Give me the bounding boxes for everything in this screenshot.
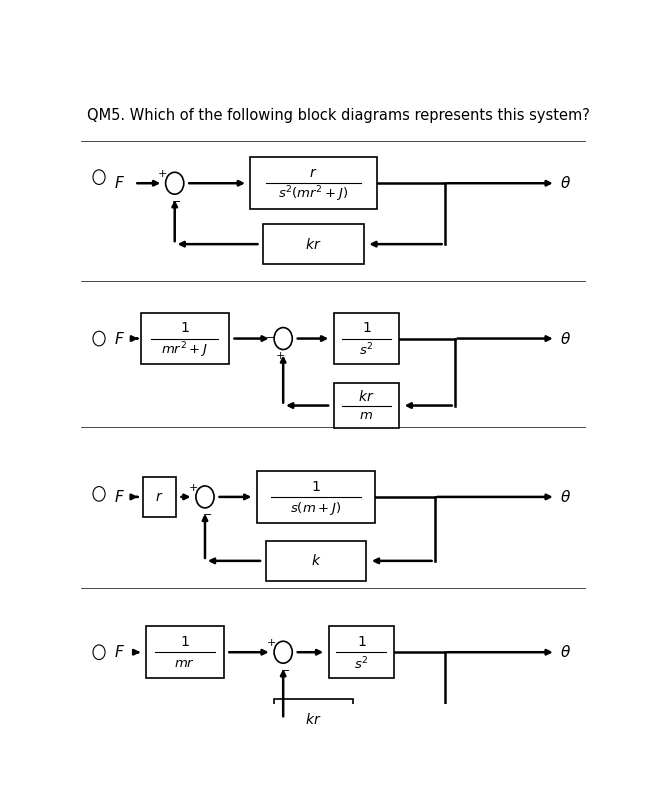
Circle shape [93,331,105,346]
Circle shape [274,642,292,663]
Text: $s^2$: $s^2$ [359,342,374,358]
Text: +: + [158,169,167,180]
Text: $1$: $1$ [361,321,371,335]
Text: $s(m+J)$: $s(m+J)$ [290,500,342,517]
Text: $k$: $k$ [311,554,321,569]
Text: $\theta$: $\theta$ [561,176,571,191]
Text: $F$: $F$ [114,644,125,660]
Text: $mr$: $mr$ [174,657,195,670]
Text: $-$: $-$ [280,664,290,674]
Circle shape [274,327,292,350]
Text: $1$: $1$ [180,321,189,335]
Text: $m$: $m$ [359,409,374,422]
FancyBboxPatch shape [329,626,395,678]
Circle shape [165,172,184,195]
FancyBboxPatch shape [143,477,176,517]
FancyBboxPatch shape [266,541,367,581]
Text: +: + [267,638,276,649]
Text: $1$: $1$ [180,635,189,649]
Text: $kr$: $kr$ [358,389,375,404]
Text: $\theta$: $\theta$ [561,644,571,660]
Text: $\theta$: $\theta$ [561,331,571,346]
Text: $-$: $-$ [171,195,182,205]
Text: $s^2(mr^2+J)$: $s^2(mr^2+J)$ [278,185,349,204]
Text: $kr$: $kr$ [305,712,322,727]
Circle shape [196,486,214,508]
FancyBboxPatch shape [146,626,224,678]
Text: +: + [276,351,285,361]
Text: $mr^2+J$: $mr^2+J$ [161,340,208,360]
FancyBboxPatch shape [274,699,353,739]
FancyBboxPatch shape [333,383,399,429]
Circle shape [93,645,105,660]
Text: $-$: $-$ [264,331,275,342]
Text: $\theta$: $\theta$ [561,489,571,505]
FancyBboxPatch shape [256,471,375,523]
Text: $1$: $1$ [357,635,367,649]
Circle shape [93,486,105,501]
Text: +: + [189,483,198,493]
Text: $1$: $1$ [311,479,321,494]
FancyBboxPatch shape [251,157,376,209]
Text: $s^2$: $s^2$ [354,655,368,672]
Text: $-$: $-$ [202,509,212,518]
Text: $F$: $F$ [114,489,125,505]
Text: $r$: $r$ [309,166,318,180]
Text: $F$: $F$ [114,331,125,346]
Text: $F$: $F$ [114,176,125,191]
FancyBboxPatch shape [141,312,229,365]
FancyBboxPatch shape [333,312,399,365]
Circle shape [93,170,105,184]
Text: $r$: $r$ [156,490,164,504]
FancyBboxPatch shape [263,225,364,264]
Text: $kr$: $kr$ [305,237,322,252]
Text: QM5. Which of the following block diagrams represents this system?: QM5. Which of the following block diagra… [87,108,590,123]
